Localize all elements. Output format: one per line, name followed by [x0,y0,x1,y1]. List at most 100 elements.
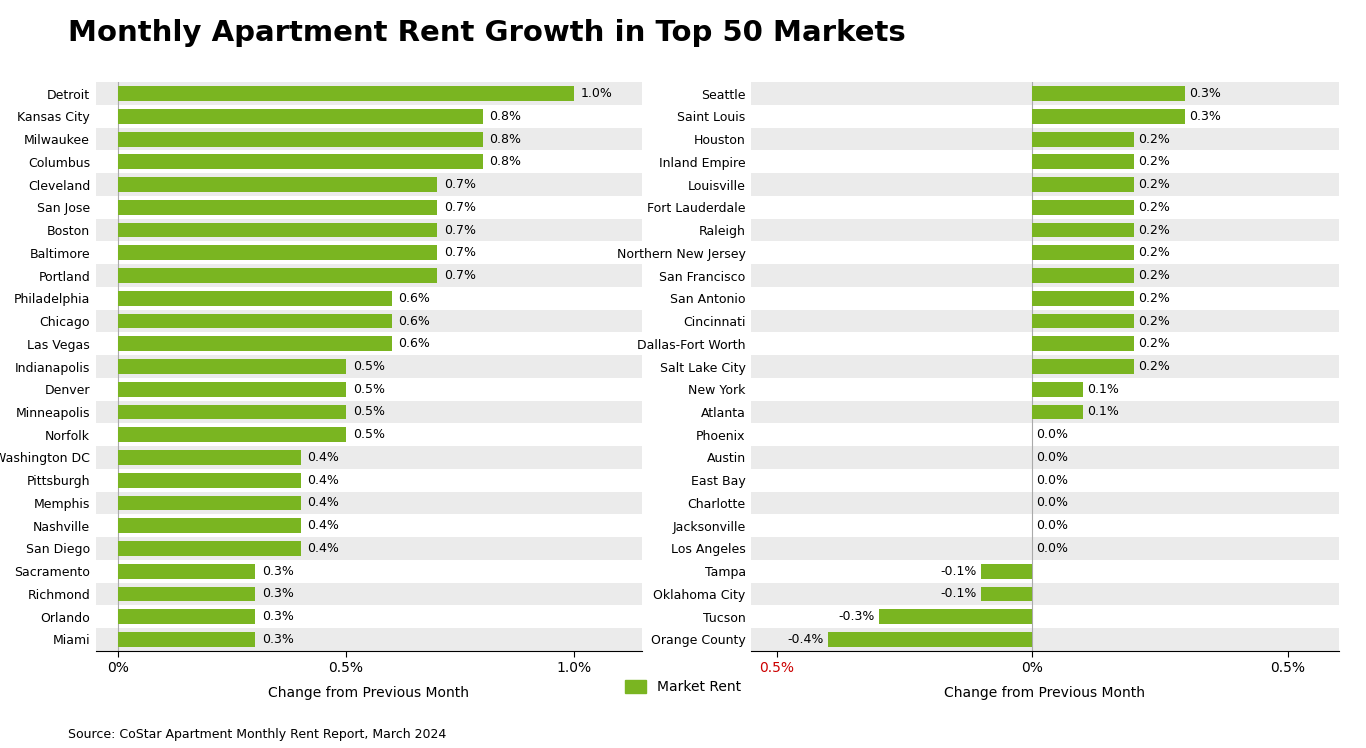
Text: 0.6%: 0.6% [399,292,430,304]
X-axis label: Change from Previous Month: Change from Previous Month [944,686,1146,700]
Bar [96,378,642,401]
Bar [751,537,1339,560]
Text: 0.3%: 0.3% [262,587,294,601]
Bar [751,423,1339,446]
Text: Source: CoStar Apartment Monthly Rent Report, March 2024: Source: CoStar Apartment Monthly Rent Re… [68,728,447,741]
Text: 0.0%: 0.0% [1037,542,1068,555]
Legend: Market Rent: Market Rent [619,675,747,700]
Bar [119,86,574,101]
Text: -0.4%: -0.4% [787,633,824,646]
Bar [96,515,642,537]
Text: 0.0%: 0.0% [1037,451,1068,464]
Bar [1033,291,1134,306]
Bar [119,223,437,237]
Text: 0.2%: 0.2% [1138,315,1171,328]
Text: 0.3%: 0.3% [1190,88,1221,100]
Bar [96,628,642,651]
Bar [119,610,255,624]
Bar [1033,155,1134,169]
Text: 0.0%: 0.0% [1037,519,1068,532]
Bar [119,359,346,374]
Bar [878,610,1033,624]
Bar [751,628,1339,651]
Bar [119,200,437,215]
Text: 0.2%: 0.2% [1138,224,1171,236]
Bar [751,491,1339,515]
Bar [119,496,301,510]
Text: 0.4%: 0.4% [307,542,339,555]
Text: 0.4%: 0.4% [307,497,339,509]
Text: 0.7%: 0.7% [444,269,475,282]
Bar [751,218,1339,242]
Text: -0.3%: -0.3% [839,610,874,623]
Bar [1033,405,1083,420]
Text: 0.2%: 0.2% [1138,246,1171,260]
Bar [96,310,642,332]
Bar [1033,382,1083,396]
Bar [1033,200,1134,215]
Bar [1033,337,1134,351]
Bar [96,196,642,218]
Bar [96,128,642,150]
Text: Monthly Apartment Rent Growth in Top 50 Markets: Monthly Apartment Rent Growth in Top 50 … [68,19,906,46]
Bar [1033,245,1134,260]
Bar [751,378,1339,401]
Text: 0.0%: 0.0% [1037,429,1068,441]
Bar [751,105,1339,128]
Bar [119,269,437,283]
Text: 0.6%: 0.6% [399,315,430,328]
Bar [1033,177,1134,192]
X-axis label: Change from Previous Month: Change from Previous Month [268,686,470,700]
Text: 0.2%: 0.2% [1138,269,1171,282]
Bar [96,469,642,491]
Bar [119,132,482,147]
Bar [1033,109,1186,123]
Bar [96,423,642,446]
Bar [96,401,642,423]
Bar [96,537,642,560]
Text: 0.8%: 0.8% [489,156,522,168]
Bar [751,605,1339,628]
Bar [119,450,301,465]
Bar [751,355,1339,378]
Text: 0.5%: 0.5% [352,360,385,373]
Bar [119,337,392,351]
Bar [96,287,642,310]
Text: 0.2%: 0.2% [1138,292,1171,304]
Bar [119,586,255,601]
Bar [751,242,1339,264]
Text: 0.2%: 0.2% [1138,178,1171,191]
Text: 0.3%: 0.3% [262,633,294,646]
Bar [751,446,1339,469]
Text: 0.7%: 0.7% [444,246,475,260]
Bar [981,564,1033,578]
Bar [751,128,1339,150]
Bar [751,469,1339,491]
Bar [751,401,1339,423]
Bar [751,174,1339,196]
Bar [96,105,642,128]
Text: -0.1%: -0.1% [941,587,977,601]
Bar [96,218,642,242]
Bar [96,446,642,469]
Text: 0.3%: 0.3% [262,610,294,623]
Bar [1033,359,1134,374]
Text: 0.8%: 0.8% [489,132,522,146]
Text: 0.4%: 0.4% [307,451,339,464]
Text: 0.0%: 0.0% [1037,497,1068,509]
Bar [119,291,392,306]
Bar [751,515,1339,537]
Bar [751,310,1339,332]
Text: 0.5%: 0.5% [352,383,385,396]
Text: 0.2%: 0.2% [1138,132,1171,146]
Bar [96,605,642,628]
Text: 0.1%: 0.1% [1087,405,1119,418]
Text: 0.2%: 0.2% [1138,156,1171,168]
Bar [751,583,1339,605]
Bar [119,473,301,488]
Text: 1.0%: 1.0% [581,88,612,100]
Bar [119,632,255,647]
Bar [751,332,1339,355]
Text: 0.3%: 0.3% [1190,110,1221,123]
Bar [751,150,1339,174]
